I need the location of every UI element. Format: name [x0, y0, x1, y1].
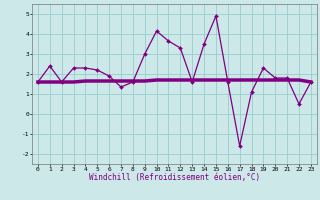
X-axis label: Windchill (Refroidissement éolien,°C): Windchill (Refroidissement éolien,°C): [89, 173, 260, 182]
